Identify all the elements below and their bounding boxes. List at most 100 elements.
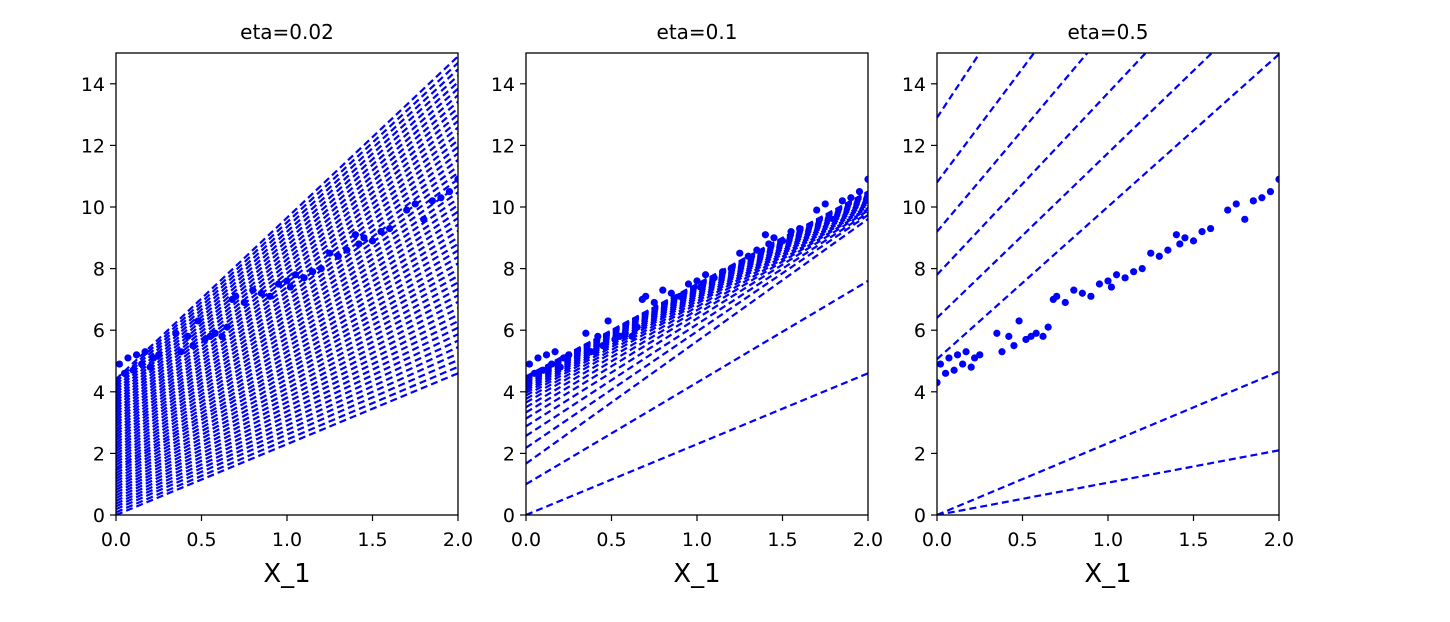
prediction-line: [526, 202, 868, 400]
y-tick-label: 14: [491, 74, 515, 96]
data-point: [937, 378, 941, 387]
data-point: [778, 237, 787, 245]
data-point: [701, 271, 710, 279]
data-point: [1130, 268, 1138, 276]
chart-title: eta=0.02: [240, 20, 334, 44]
data-point: [138, 360, 146, 368]
data-point: [1039, 332, 1047, 340]
x-axis-label: X_1: [673, 559, 720, 589]
data-point: [1198, 228, 1206, 236]
data-point: [1189, 237, 1198, 245]
chart-panel-1: 0.0 0.5 1.0 1.5 2.0 0 2 4 6 8 10 12 14 eta=0.02 X_1: [81, 20, 473, 589]
data-point: [628, 332, 636, 340]
data-point: [967, 363, 975, 371]
data-point: [116, 378, 120, 387]
prediction-line: [116, 165, 458, 428]
data-point: [257, 289, 265, 297]
prediction-line: [526, 200, 868, 394]
prediction-line: [116, 62, 458, 383]
data-point: [1112, 271, 1121, 279]
data-point: [177, 348, 185, 356]
prediction-line: [116, 197, 458, 442]
data-point: [855, 188, 864, 196]
data-point: [621, 329, 629, 337]
data-point: [959, 360, 967, 368]
data-point: [667, 289, 675, 297]
prediction-line: [116, 204, 458, 444]
data-point: [1147, 249, 1155, 257]
x-tick-label: 2.0: [443, 529, 473, 551]
data-point: [953, 351, 962, 359]
y-tick-label: 4: [93, 382, 105, 404]
data-point: [864, 175, 868, 183]
y-tick-label: 4: [503, 382, 515, 404]
prediction-line: [116, 113, 458, 405]
data-point: [232, 292, 240, 300]
prediction-line: [116, 133, 458, 414]
data-point: [266, 292, 274, 300]
data-point: [526, 360, 534, 368]
data-point: [962, 348, 970, 356]
y-tick-label: 6: [503, 320, 515, 342]
data-point: [551, 348, 559, 356]
x-tick-label: 2.0: [853, 529, 883, 551]
prediction-line: [526, 198, 868, 390]
data-point: [1095, 280, 1104, 288]
data-point: [993, 329, 1001, 337]
data-point: [343, 246, 351, 254]
data-point: [428, 197, 436, 205]
prediction-line: [937, 53, 1214, 319]
data-point: [796, 224, 804, 233]
chart-title: eta=0.1: [657, 20, 738, 44]
chart-panel-3: 0.0 0.5 1.0 1.5 2.0 0 2 4 6 8 10 12 14 eta=0.5 X_1: [902, 20, 1294, 589]
data-point: [693, 277, 701, 285]
prediction-line: [116, 307, 458, 488]
data-point: [172, 329, 180, 337]
prediction-line: [526, 279, 868, 486]
data-point: [736, 249, 744, 257]
data-point: [211, 329, 219, 337]
prediction-line: [937, 53, 1089, 233]
data-point: [386, 224, 394, 233]
data-point: [604, 317, 612, 325]
data-point: [710, 274, 718, 282]
prediction-line: [116, 339, 458, 502]
prediction-line: [116, 55, 458, 380]
data-point: [129, 366, 137, 374]
data-point: [1061, 298, 1069, 307]
data-point: [1155, 252, 1163, 260]
data-point: [274, 280, 283, 288]
data-point: [582, 329, 590, 337]
data-point: [300, 274, 308, 282]
prediction-line: [116, 372, 458, 515]
plot-area: [116, 55, 458, 515]
data-point: [1224, 206, 1232, 214]
y-tick-label: 10: [902, 197, 926, 219]
data-point: [770, 234, 778, 242]
data-point: [317, 265, 325, 273]
data-point: [821, 200, 829, 208]
plot-area: [526, 175, 868, 515]
prediction-line: [937, 449, 1279, 515]
x-tick-label: 0.5: [1007, 529, 1037, 551]
y-tick-label: 8: [914, 259, 926, 281]
data-point: [141, 348, 149, 356]
data-point: [530, 369, 539, 377]
data-point: [249, 286, 257, 294]
y-tick-label: 12: [81, 135, 105, 157]
data-point: [351, 231, 359, 239]
data-point: [403, 206, 411, 214]
y-tick-label: 8: [503, 259, 515, 281]
x-tick-label: 0.0: [511, 529, 541, 551]
prediction-line: [116, 320, 458, 494]
prediction-line: [116, 313, 458, 491]
data-point: [539, 366, 547, 374]
prediction-line: [116, 210, 458, 447]
prediction-line: [526, 214, 868, 449]
data-point: [223, 323, 231, 331]
prediction-line: [116, 294, 458, 483]
y-tick-label: 6: [914, 320, 926, 342]
data-point: [765, 240, 773, 248]
data-point: [1176, 240, 1184, 248]
y-tick-label: 0: [93, 505, 105, 527]
